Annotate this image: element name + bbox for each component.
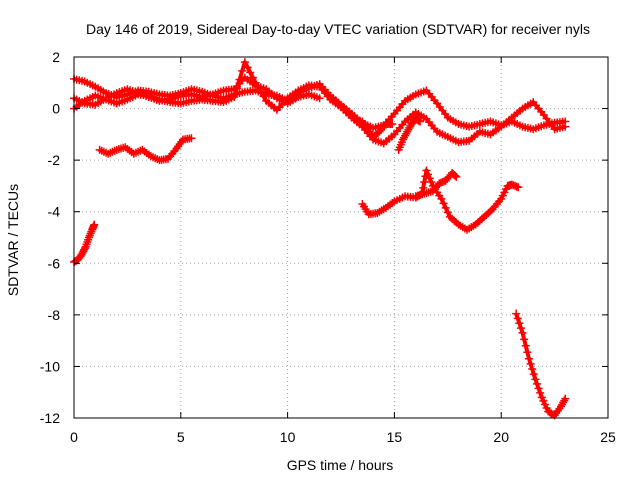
y-tick-label: 0 xyxy=(52,101,60,117)
data-point xyxy=(437,194,446,203)
data-point xyxy=(187,134,196,143)
x-tick-label: 5 xyxy=(177,429,185,445)
data-point-interp xyxy=(419,183,428,192)
data-point-interp xyxy=(536,388,545,397)
data-point-interp xyxy=(515,319,524,328)
data-point-interp xyxy=(529,370,538,379)
data-series xyxy=(70,58,570,148)
x-tick-label: 25 xyxy=(600,429,616,445)
data-series xyxy=(358,117,397,141)
data-point-interp xyxy=(451,171,460,180)
data-point xyxy=(240,58,249,67)
x-tick-label: 20 xyxy=(493,429,509,445)
data-point-interp xyxy=(520,335,529,344)
data-series xyxy=(394,114,425,154)
data-point xyxy=(537,393,546,402)
data-point-interp xyxy=(424,170,433,179)
data-points xyxy=(70,58,570,420)
data-series xyxy=(411,169,461,201)
y-tick-label: -6 xyxy=(48,255,61,271)
series-trace xyxy=(514,312,568,418)
data-point xyxy=(512,309,521,318)
data-point-interp xyxy=(521,341,530,350)
y-tick-label: -2 xyxy=(48,152,61,168)
data-series xyxy=(70,73,324,109)
data-point-interp xyxy=(532,379,541,388)
data-point-interp xyxy=(542,404,551,413)
data-point-interp xyxy=(238,66,247,75)
data-point-interp xyxy=(80,244,89,253)
data-series xyxy=(512,309,570,420)
data-point-interp xyxy=(534,384,543,393)
data-point xyxy=(561,394,570,403)
series-trace xyxy=(72,60,566,146)
data-point xyxy=(531,375,540,384)
chart-title: Day 146 of 2019, Sidereal Day-to-day VTE… xyxy=(86,21,590,37)
data-point xyxy=(452,172,461,181)
data-series xyxy=(95,134,196,165)
data-point xyxy=(230,92,239,101)
data-point-interp xyxy=(441,203,450,212)
data-point xyxy=(561,122,570,131)
x-axis-label: GPS time / hours xyxy=(287,457,394,473)
data-series xyxy=(358,166,523,234)
data-point-interp xyxy=(526,359,535,368)
data-point xyxy=(514,183,523,192)
data-point-interp xyxy=(427,178,436,187)
data-point xyxy=(518,328,527,337)
plot-frame xyxy=(73,56,609,419)
y-tick-label: -12 xyxy=(40,410,60,426)
x-tick-label: 15 xyxy=(387,429,403,445)
data-point-interp xyxy=(259,92,268,101)
axis-ticks: 0 5 10 15 20 25 -12 -10 -8 -6 -4 -2 0 2 xyxy=(40,49,616,445)
x-tick-label: 10 xyxy=(280,429,296,445)
data-point-interp xyxy=(539,396,548,405)
y-axis-label: SDTVAR / TECUs xyxy=(5,184,21,296)
y-tick-label: -4 xyxy=(48,204,61,220)
data-point-interp xyxy=(523,348,532,357)
data-point-interp xyxy=(243,63,252,72)
data-point xyxy=(388,120,397,129)
data-series xyxy=(70,220,99,266)
data-point-interp xyxy=(439,199,448,208)
data-point xyxy=(90,220,99,229)
y-tick-label: -10 xyxy=(40,358,60,374)
data-point-interp xyxy=(420,178,429,187)
y-tick-label: -8 xyxy=(48,307,61,323)
data-point-interp xyxy=(528,365,537,374)
data-point xyxy=(524,354,533,363)
data-point-interp xyxy=(443,208,452,217)
x-tick-label: 0 xyxy=(70,429,78,445)
data-point xyxy=(315,94,324,103)
data-point-interp xyxy=(513,314,522,323)
data-point-interp xyxy=(246,68,255,77)
data-point-interp xyxy=(425,174,434,183)
data-point xyxy=(422,166,431,175)
y-tick-label: 2 xyxy=(52,49,60,65)
data-point xyxy=(416,117,425,126)
data-point-interp xyxy=(516,324,525,333)
data-point-interp xyxy=(540,400,549,409)
